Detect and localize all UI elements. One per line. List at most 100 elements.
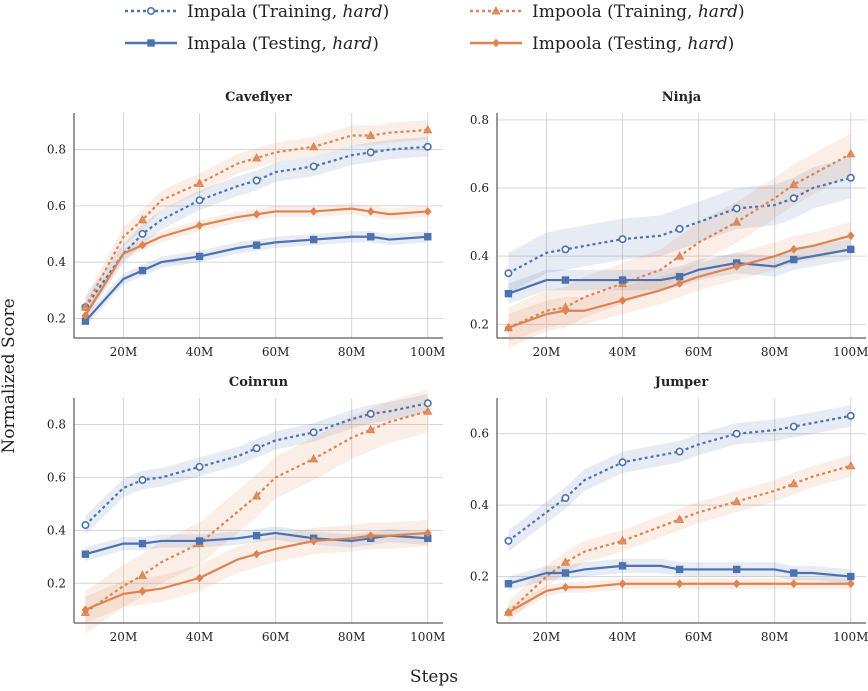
data-point-impala_train <box>732 429 741 438</box>
data-point-impala_test <box>138 539 147 548</box>
legend-label-emph: hard <box>688 34 728 54</box>
data-point-impala_train <box>138 476 147 485</box>
panel-coinrun: 20M 40M 60M 80M 100M 0.2 0.4 0.6 0.8 Coinrun <box>47 375 445 644</box>
data-point-impala_train <box>732 204 741 213</box>
x-tick-label: 80M <box>761 630 789 644</box>
panel-title: Ninja <box>662 90 702 105</box>
data-point-impoola_test <box>504 323 513 333</box>
data-point-impoola_test <box>561 306 570 316</box>
y-tick-label: 0.4 <box>470 249 489 263</box>
legend-label-text: ) <box>372 34 379 54</box>
data-point-impala_test <box>790 569 798 577</box>
legend-item-impoola_train: Impoola (Training, hard) <box>470 2 745 22</box>
y-tick-label: 0.4 <box>47 255 66 269</box>
data-point-impala_test <box>195 252 204 261</box>
y-tick-label: 0.2 <box>47 311 66 325</box>
data-point-impoola_test <box>732 262 741 271</box>
data-point-impala_train <box>675 447 684 456</box>
x-tick-label: 40M <box>609 345 637 359</box>
x-tick-label: 40M <box>186 630 214 644</box>
data-point-impala_test <box>424 233 432 241</box>
data-point-impoola_test <box>846 579 855 589</box>
data-point-impoola_test <box>81 311 90 320</box>
data-point-impala_train <box>423 142 432 151</box>
confidence-band-impala_train <box>508 405 851 552</box>
data-point-impala_test <box>847 572 855 581</box>
data-point-impala_test <box>561 569 570 577</box>
confidence-band-impala_train <box>85 136 428 317</box>
panels: 20M 40M 60M 80M 100M 0.2 0.4 0.6 0.8 Caveflyer 20M… <box>47 90 868 644</box>
data-point-impoola_train <box>732 217 742 226</box>
data-point-impoola_test <box>504 607 513 617</box>
panel-title: Caveflyer <box>225 90 292 105</box>
data-point-impala_test <box>252 241 261 249</box>
data-point-impoola_train <box>560 557 571 566</box>
legend-label-text: Impala (Testing, <box>187 34 332 54</box>
legend-marker-impoola_test <box>492 38 500 48</box>
data-point-impala_test <box>847 245 855 254</box>
legend: Impala (Training, hard) Impoola (Training… <box>125 2 745 54</box>
y-tick-label: 0.6 <box>47 470 66 484</box>
data-point-impoola_train <box>309 141 319 151</box>
data-point-impoola_train <box>309 453 319 463</box>
data-point-impoola_train <box>194 178 205 187</box>
data-point-impoola_test <box>309 536 318 546</box>
x-tick-label: 40M <box>186 345 214 359</box>
x-tick-label: 20M <box>533 630 561 644</box>
data-point-impoola_test <box>252 209 261 219</box>
data-point-impala_train <box>195 196 204 205</box>
confidence-band-impala_test <box>508 239 851 304</box>
x-tick-label: 80M <box>761 345 789 359</box>
y-tick-label: 0.4 <box>47 523 66 537</box>
data-point-impala_test <box>790 255 798 264</box>
data-point-impoola_train <box>789 179 799 189</box>
confidence-band-impoola_test <box>508 578 851 618</box>
x-tick-label: 20M <box>110 345 138 359</box>
confidence-band-impala_test <box>508 558 851 591</box>
data-point-impala_train <box>252 176 261 185</box>
data-point-impoola_test <box>618 579 627 589</box>
data-point-impala_test <box>367 233 375 241</box>
data-point-impoola_train <box>137 214 148 224</box>
confidence-band-impoola_train <box>508 455 851 623</box>
x-tick-label: 60M <box>262 630 290 644</box>
data-point-impala_test <box>309 235 318 244</box>
data-point-impoola_test <box>366 207 375 216</box>
legend-label-text: Impoola (Testing, <box>532 34 688 54</box>
data-point-impala_train <box>309 162 318 171</box>
y-tick-label: 0.8 <box>47 417 66 431</box>
data-point-impoola_test <box>138 586 147 596</box>
data-point-impala_test <box>81 550 90 558</box>
data-point-impoola_train <box>732 496 742 506</box>
confidence-band-impala_test <box>85 526 428 561</box>
legend-label-impala_test: Impala (Testing, hard) <box>187 34 379 54</box>
data-point-impala_test <box>675 565 684 574</box>
data-point-impala_test <box>618 562 627 570</box>
data-point-impoola_test <box>618 296 627 305</box>
data-point-impoola_test <box>423 207 432 216</box>
x-tick-label: 100M <box>833 630 868 644</box>
data-point-impoola_train <box>137 570 148 579</box>
x-tick-label: 100M <box>410 345 445 359</box>
legend-label-text: Impoola (Training, <box>532 2 698 22</box>
data-point-impoola_test <box>561 582 570 592</box>
data-point-impala_train <box>846 411 855 420</box>
data-point-impala_test <box>732 565 741 574</box>
panel-title: Coinrun <box>229 375 289 390</box>
data-point-impoola_train <box>846 460 856 470</box>
legend-marker-impoola_train <box>491 5 501 15</box>
y-tick-label: 0.6 <box>47 199 66 213</box>
legend-label-text: ) <box>738 2 745 22</box>
data-point-impoola_train <box>251 152 262 162</box>
data-point-impala_train <box>846 173 855 182</box>
data-point-impala_test <box>618 276 627 284</box>
x-tick-label: 60M <box>262 345 290 359</box>
data-point-impala_train <box>561 493 570 502</box>
x-tick-label: 100M <box>410 630 445 644</box>
data-point-impala_train <box>309 428 318 437</box>
data-point-impala_train <box>366 409 375 418</box>
y-tick-label: 0.8 <box>470 113 489 127</box>
data-point-impoola_train <box>366 424 376 434</box>
legend-marker-impala_train <box>147 7 156 16</box>
